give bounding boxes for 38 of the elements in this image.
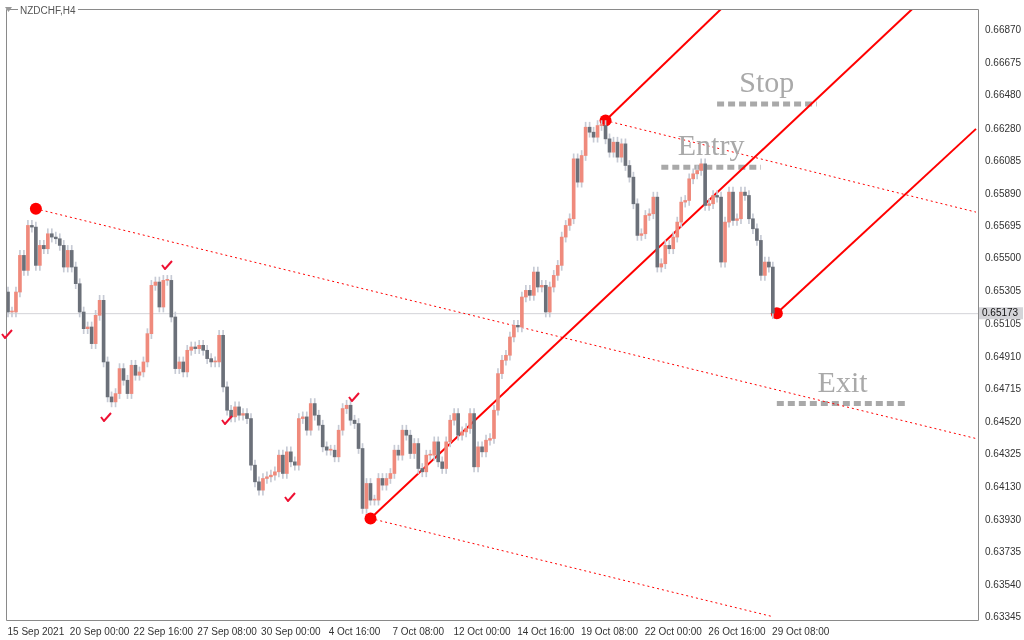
x-tick-label: 15 Sep 2021 bbox=[7, 625, 65, 637]
y-tick-label: 0.66675 bbox=[985, 56, 1022, 68]
ref-line-label: 0.65173 bbox=[982, 306, 1019, 318]
x-tick-label: 22 Sep 16:00 bbox=[133, 625, 194, 637]
y-tick-label: 0.63540 bbox=[985, 578, 1022, 590]
y-tick-label: 0.64325 bbox=[985, 448, 1022, 460]
y-tick-label: 0.63930 bbox=[985, 513, 1022, 525]
x-tick-label: 7 Oct 08:00 bbox=[392, 625, 445, 637]
y-tick-label: 0.64715 bbox=[985, 383, 1022, 395]
y-tick-label: 0.64910 bbox=[985, 350, 1022, 362]
y-tick-label: 0.63735 bbox=[985, 546, 1022, 558]
series-label: Exit bbox=[817, 364, 869, 398]
y-tick-label: 0.65695 bbox=[985, 220, 1022, 232]
x-tick-label: 4 Oct 16:00 bbox=[328, 625, 381, 637]
x-tick-label: 12 Oct 00:00 bbox=[453, 625, 512, 637]
y-tick-label: 0.65500 bbox=[985, 252, 1022, 264]
x-tick-label: 20 Sep 00:00 bbox=[69, 625, 130, 637]
x-tick-label: 26 Oct 16:00 bbox=[708, 625, 767, 637]
chart-title: NZDCHF,H4 bbox=[18, 5, 78, 16]
y-tick-label: 0.65305 bbox=[985, 284, 1022, 296]
series-label: Stop bbox=[739, 64, 795, 98]
y-tick-label: 0.66280 bbox=[985, 122, 1022, 134]
x-tick-label: 30 Sep 00:00 bbox=[261, 625, 322, 637]
y-tick-label: 0.66480 bbox=[985, 89, 1022, 101]
y-tick-label: 0.65105 bbox=[985, 318, 1022, 330]
x-tick-label: 19 Oct 08:00 bbox=[580, 625, 639, 637]
y-tick-label: 0.65890 bbox=[985, 187, 1022, 199]
point bbox=[29, 202, 42, 215]
y-tick-label: 0.64520 bbox=[985, 415, 1022, 427]
y-tick-label: 0.66085 bbox=[985, 155, 1022, 167]
y-tick-label: 0.63345 bbox=[985, 611, 1022, 623]
y-tick-label: 0.66870 bbox=[985, 24, 1022, 36]
x-tick-label: 27 Sep 08:00 bbox=[197, 625, 258, 637]
y-tick-label: 0.64130 bbox=[985, 480, 1022, 492]
x-tick-label: 29 Oct 08:00 bbox=[772, 625, 830, 637]
x-tick-label: 22 Oct 00:00 bbox=[644, 625, 703, 637]
candlestick bbox=[241, 408, 245, 421]
x-tick-label: 14 Oct 16:00 bbox=[517, 625, 575, 637]
